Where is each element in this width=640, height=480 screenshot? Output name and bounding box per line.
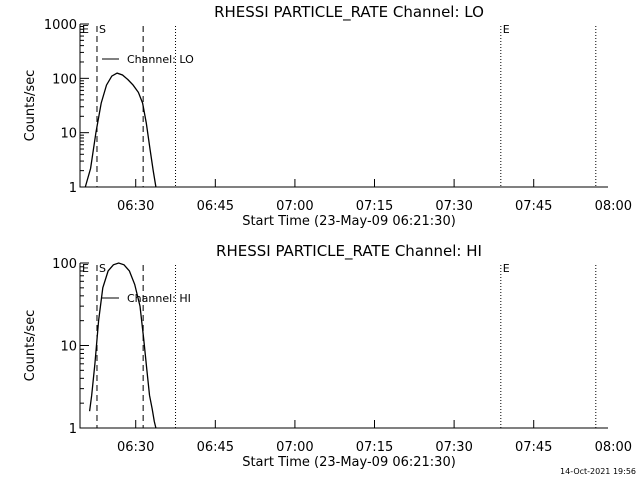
marker-label: E	[82, 262, 89, 275]
x-tick-label: 06:45	[197, 440, 234, 455]
legend-entry: Channel: LO	[127, 53, 194, 66]
y-tick-label: 100	[52, 72, 77, 87]
x-tick-label: 08:00	[595, 440, 632, 455]
marker-label: S	[99, 23, 106, 36]
chart-panel-1: RHESSI PARTICLE_RATE Channel: LO Start Ti…	[23, 3, 632, 229]
chart-title: RHESSI PARTICLE_RATE Channel: HI	[216, 242, 482, 261]
y-axis-label: Counts/sec	[23, 70, 38, 142]
legend-entry: Channel: HI	[127, 292, 191, 305]
chart-panel-2: RHESSI PARTICLE_RATE Channel: HI Start Ti…	[23, 242, 632, 470]
x-axis-label: Start Time (23-May-09 06:21:30)	[242, 214, 456, 229]
marker-label: E	[82, 23, 89, 36]
x-tick-label: 07:00	[276, 199, 313, 214]
axes-frame	[79, 263, 608, 429]
series-line-1	[84, 72, 157, 188]
marker-label: E	[503, 262, 510, 275]
y-tick-label: 10	[60, 340, 77, 355]
marker-label: S	[99, 262, 106, 275]
y-tick-label: 1000	[44, 18, 77, 33]
x-tick-label: 06:30	[117, 440, 154, 455]
y-tick-label: 10	[60, 127, 77, 142]
x-tick-label: 06:30	[117, 199, 154, 214]
x-tick-label: 08:00	[595, 199, 632, 214]
y-tick-label: 100	[52, 257, 77, 272]
x-axis-label: Start Time (23-May-09 06:21:30)	[242, 455, 456, 470]
chart-title: RHESSI PARTICLE_RATE Channel: LO	[214, 3, 484, 22]
x-tick-label: 07:00	[276, 440, 313, 455]
y-axis-label: Counts/sec	[23, 310, 38, 382]
x-tick-label: 07:45	[515, 199, 552, 214]
x-tick-label: 07:15	[356, 440, 393, 455]
marker-label: E	[503, 23, 510, 36]
x-tick-label: 07:45	[515, 440, 552, 455]
x-tick-label: 07:15	[356, 199, 393, 214]
y-tick-label: 1	[69, 181, 77, 196]
y-tick-label: 1	[69, 422, 77, 437]
series-line-1	[88, 262, 157, 429]
x-tick-label: 07:30	[435, 440, 472, 455]
footer-timestamp: 14-Oct-2021 19:56	[560, 467, 636, 476]
x-tick-label: 07:30	[435, 199, 472, 214]
x-tick-label: 06:45	[197, 199, 234, 214]
axes-frame	[79, 24, 608, 188]
